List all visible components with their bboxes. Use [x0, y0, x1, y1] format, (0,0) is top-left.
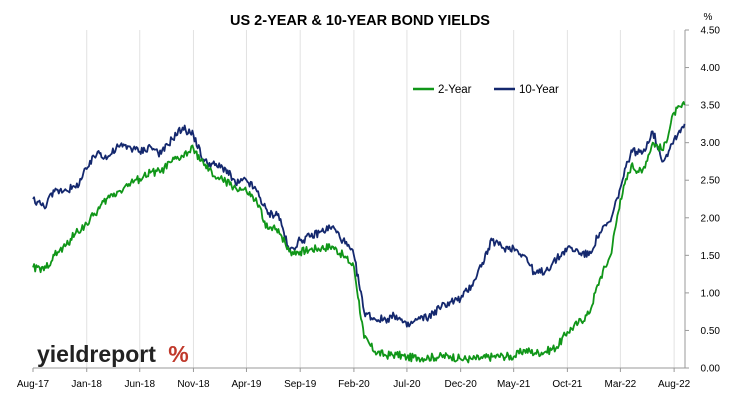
legend-label: 10-Year: [519, 84, 559, 96]
y-tick-label: 4.00: [701, 63, 721, 74]
legend-label: 2-Year: [438, 84, 472, 96]
logo-text: yieldreport: [37, 341, 156, 367]
y-tick-label: 2.00: [701, 213, 721, 224]
chart-legend: 2-Year 10-Year: [413, 84, 559, 96]
y-tick-label: 1.00: [701, 288, 721, 299]
x-tick-label: Jan-18: [71, 379, 102, 390]
x-tick-label: Mar-22: [605, 379, 637, 390]
x-tick-label: Sep-19: [284, 379, 317, 390]
x-tick-label: Jun-18: [124, 379, 155, 390]
yieldreport-logo: yieldreport %: [37, 341, 189, 367]
y-tick-label: 3.00: [701, 138, 721, 149]
x-tick-label: Jul-20: [393, 379, 421, 390]
x-tick-label: Aug-17: [17, 379, 50, 390]
chart-axes: [33, 30, 686, 369]
x-tick-label: May-21: [497, 379, 531, 390]
y-axis-unit: %: [704, 12, 713, 23]
series-line-10-year: [32, 123, 686, 328]
x-tick-label: Aug-22: [658, 379, 691, 390]
y-tick-label: 4.50: [701, 26, 721, 37]
y-tick-label: 3.50: [701, 101, 721, 112]
y-tick-label: 2.50: [701, 176, 721, 187]
y-axis-ticks: 0.00 0.50 1.00 1.50 2.00 2.50 3.00 3.50 4.00 4.50: [685, 26, 720, 375]
svg-text:yieldreport %: yieldreport %: [37, 341, 189, 367]
x-tick-label: Apr-19: [231, 379, 261, 390]
x-axis-ticks: Aug-17 Jan-18 Jun-18 Nov-18 Apr-19 Sep-19 Feb-…: [17, 368, 691, 390]
x-tick-label: Dec-20: [445, 379, 478, 390]
chart-title: US 2-YEAR & 10-YEAR BOND YIELDS: [230, 13, 490, 29]
series-line-2-year: [32, 101, 686, 364]
vertical-gridlines: [86, 30, 675, 368]
x-tick-label: Feb-20: [338, 379, 370, 390]
x-tick-label: Oct-21: [552, 379, 582, 390]
y-tick-label: 0.00: [701, 364, 721, 375]
x-tick-label: Nov-18: [177, 379, 210, 390]
logo-percent-symbol: %: [168, 341, 188, 367]
y-tick-label: 1.50: [701, 251, 721, 262]
y-tick-label: 0.50: [701, 326, 721, 337]
series-lines: [32, 101, 686, 364]
